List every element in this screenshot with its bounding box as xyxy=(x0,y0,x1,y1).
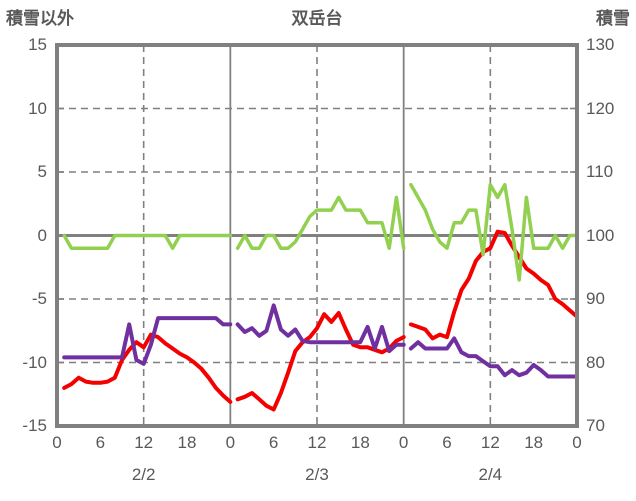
right-axis-tick-label: 130 xyxy=(586,35,615,54)
left-axis-tick-label: -10 xyxy=(22,352,47,372)
right-axis-title: 積雪 xyxy=(596,9,630,28)
right-axis-tick-label: 110 xyxy=(586,162,614,181)
day-label: 2/3 xyxy=(305,465,329,484)
green-series xyxy=(62,233,233,250)
right-axis-tick-label: 120 xyxy=(586,98,615,118)
left-axis-tick-label: -5 xyxy=(31,289,47,308)
right-axis-tick-label: 80 xyxy=(586,352,605,372)
plot-frame xyxy=(55,43,579,428)
left-axis-tick-label: 5 xyxy=(37,162,47,181)
green-series xyxy=(409,182,579,282)
left-axis-tick-label: 0 xyxy=(37,225,47,245)
red-series xyxy=(235,311,406,412)
left-axis-tick-label: 10 xyxy=(28,98,47,118)
hour-tick-label: 18 xyxy=(524,433,544,452)
chart-title: 双岳台 xyxy=(291,9,343,28)
hour-tick-label: 0 xyxy=(398,433,409,452)
hour-tick-label: 12 xyxy=(480,433,500,452)
day-label: 2/4 xyxy=(478,465,503,484)
hour-tick-label: 6 xyxy=(95,433,106,452)
day-label: 2/2 xyxy=(131,465,156,484)
purple-series xyxy=(408,336,579,379)
left-axis-tick-label: -15 xyxy=(22,416,47,435)
right-axis-tick-label: 100 xyxy=(586,225,615,245)
hour-tick-label: 18 xyxy=(350,433,370,452)
hour-tick-label: 0 xyxy=(572,433,582,452)
hour-tick-label: 6 xyxy=(268,433,279,452)
hour-tick-label: 12 xyxy=(134,433,154,452)
left-axis-title: 積雪以外 xyxy=(6,9,74,28)
hour-tick-label: 0 xyxy=(52,433,62,452)
green-series xyxy=(235,195,406,250)
red-series xyxy=(408,229,579,341)
hour-tick-label: 18 xyxy=(177,433,197,452)
hour-tick-label: 6 xyxy=(442,433,452,452)
purple-series xyxy=(235,303,406,354)
purple-series xyxy=(62,316,233,366)
right-axis-tick-label: 70 xyxy=(586,416,605,435)
hour-tick-label: 0 xyxy=(225,433,236,452)
red-series xyxy=(62,332,233,404)
right-axis-tick-label: 90 xyxy=(586,289,605,308)
hour-tick-label: 12 xyxy=(307,433,327,452)
left-axis-tick-label: 15 xyxy=(28,35,47,54)
